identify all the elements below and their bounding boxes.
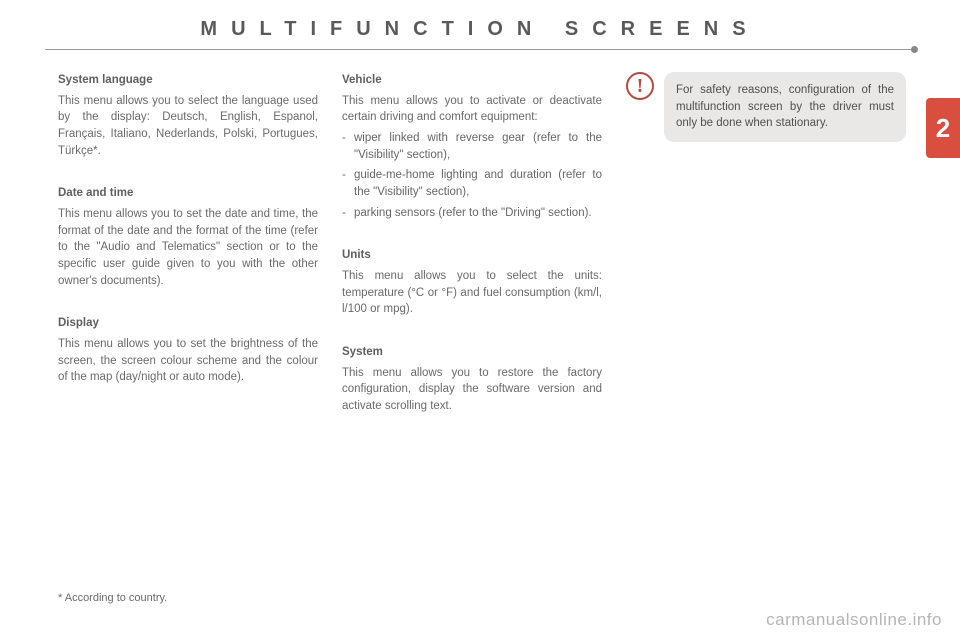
vehicle-bullet-list: wiper linked with reverse gear (refer to… [342, 130, 602, 221]
chapter-number: 2 [936, 113, 950, 144]
warning-body: For safety reasons, configuration of the… [676, 84, 894, 129]
section-system-language: System language This menu allows you to … [58, 72, 318, 159]
section-units: Units This menu allows you to select the… [342, 247, 602, 318]
page-header: MULTIFUNCTION SCREENS [0, 0, 960, 49]
section-body: This menu allows you to set the brightne… [58, 336, 318, 386]
column-left: System language This menu allows you to … [58, 72, 318, 441]
list-item: wiper linked with reverse gear (refer to… [354, 130, 602, 163]
page-title: MULTIFUNCTION SCREENS [0, 18, 960, 41]
section-display: Display This menu allows you to set the … [58, 315, 318, 386]
section-title: Units [342, 247, 602, 264]
content-area: System language This menu allows you to … [0, 50, 960, 441]
section-title: System language [58, 72, 318, 89]
rule-dot-icon [911, 46, 918, 53]
watermark-text: carmanualsonline.info [766, 610, 942, 630]
section-date-time: Date and time This menu allows you to se… [58, 185, 318, 289]
section-body: This menu allows you to select the units… [342, 268, 602, 318]
header-rule [45, 49, 915, 50]
list-item: guide-me-home lighting and duration (ref… [354, 167, 602, 200]
section-vehicle: Vehicle This menu allows you to activate… [342, 72, 602, 221]
section-intro: This menu allows you to activate or deac… [342, 93, 602, 126]
list-item: parking sensors (refer to the "Driving" … [354, 205, 602, 222]
section-body: This menu allows you to select the langu… [58, 93, 318, 160]
section-title: Date and time [58, 185, 318, 202]
section-title: System [342, 344, 602, 361]
column-right: ! For safety reasons, configuration of t… [626, 72, 906, 441]
section-body: This menu allows you to set the date and… [58, 206, 318, 289]
section-system: System This menu allows you to restore t… [342, 344, 602, 415]
warning-icon: ! [626, 72, 654, 100]
footnote: * According to country. [58, 592, 167, 604]
column-middle: Vehicle This menu allows you to activate… [342, 72, 602, 441]
warning-glyph: ! [637, 72, 644, 101]
section-body: This menu allows you to restore the fact… [342, 365, 602, 415]
rule-line [45, 49, 915, 50]
section-title: Vehicle [342, 72, 602, 89]
warning-callout: ! For safety reasons, configuration of t… [626, 72, 906, 142]
warning-panel: For safety reasons, configuration of the… [664, 72, 906, 142]
section-title: Display [58, 315, 318, 332]
chapter-tab: 2 [926, 98, 960, 158]
